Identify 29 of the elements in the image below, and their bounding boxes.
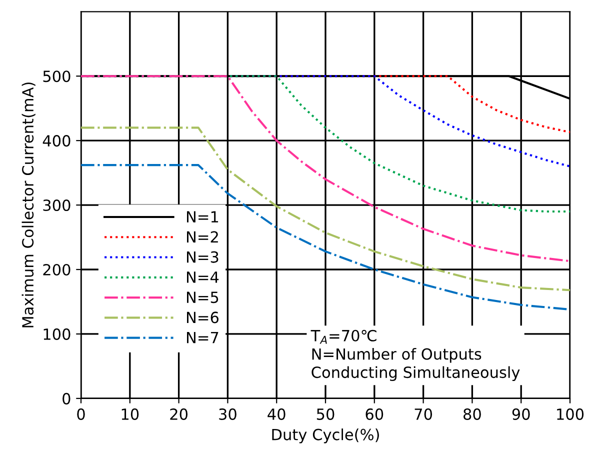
legend-label: N=5 bbox=[187, 292, 218, 304]
x-tick-label: 30 bbox=[219, 408, 236, 420]
y-axis-title: Maximum Collector Current(mA) bbox=[22, 82, 36, 328]
x-tick-label: 90 bbox=[512, 408, 530, 420]
x-tick-label: 60 bbox=[366, 408, 384, 420]
y-tick-label: 300 bbox=[43, 200, 70, 212]
x-axis-title: Duty Cycle(%) bbox=[272, 428, 379, 444]
x-tick-label: 100 bbox=[557, 408, 584, 420]
annotation: T$_{A}$=70℃ bbox=[310, 330, 376, 344]
legend-label: N=4 bbox=[187, 272, 219, 283]
y-tick-label: 500 bbox=[43, 70, 70, 82]
x-tick-label: 70 bbox=[414, 408, 432, 420]
x-tick-label: 80 bbox=[464, 408, 481, 420]
annotation: N=Number of Outputs bbox=[312, 348, 482, 363]
x-tick-label: 40 bbox=[268, 408, 286, 420]
legend-label: N=2 bbox=[187, 231, 218, 242]
y-tick-label: 200 bbox=[43, 264, 70, 276]
y-tick-label: 400 bbox=[42, 135, 70, 147]
legend-label: N=6 bbox=[187, 312, 218, 324]
annotation: Conducting Simultaneously bbox=[312, 366, 520, 382]
legend-label: N=7 bbox=[187, 332, 218, 344]
x-tick-label: 20 bbox=[170, 408, 188, 420]
legend-label: N=1 bbox=[187, 211, 218, 222]
x-tick-label: 0 bbox=[77, 408, 85, 420]
x-tick-label: 50 bbox=[316, 408, 334, 420]
y-tick-label: 100 bbox=[44, 328, 70, 340]
x-tick-label: 10 bbox=[122, 408, 139, 420]
legend-label: N=3 bbox=[187, 251, 218, 263]
y-tick-label: 0 bbox=[62, 392, 70, 404]
